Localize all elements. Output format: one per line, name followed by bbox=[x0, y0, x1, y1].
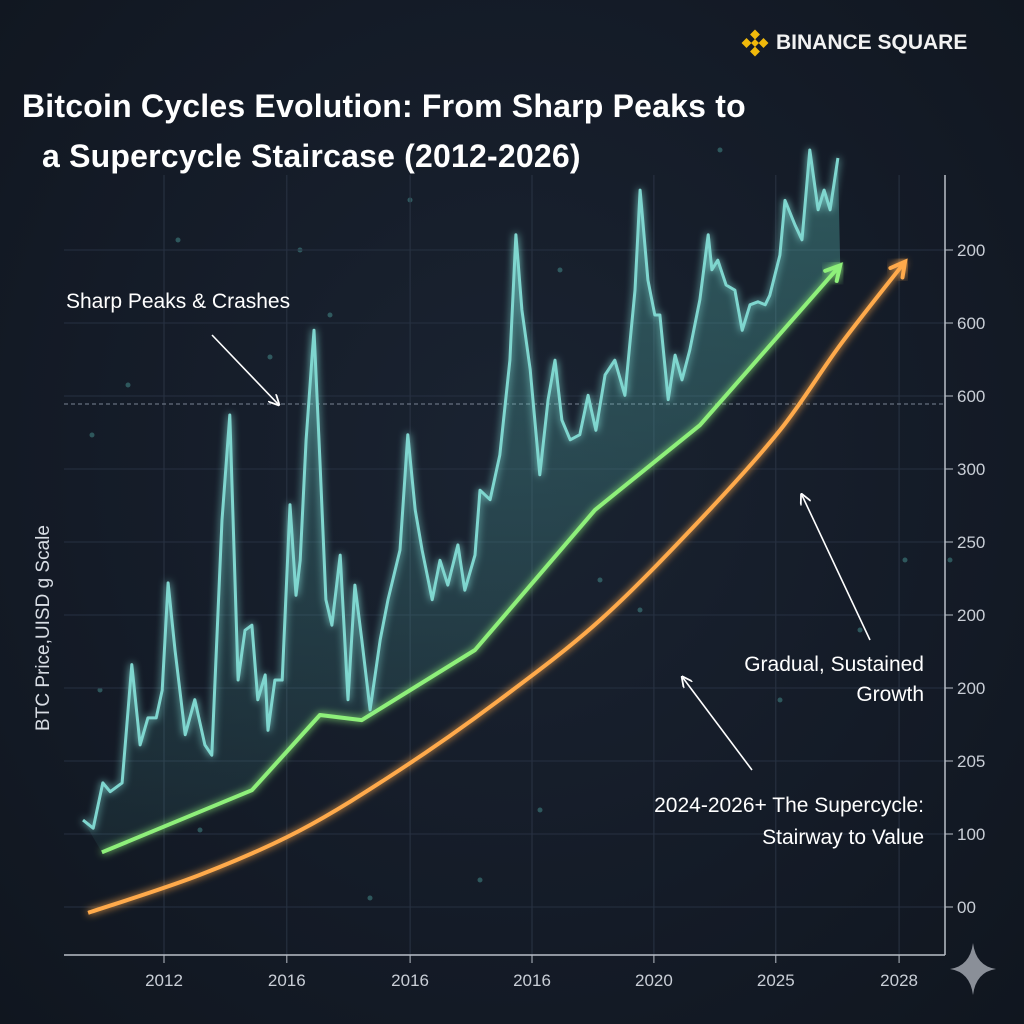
supercycle-arrowhead bbox=[888, 258, 908, 280]
price-line bbox=[82, 148, 840, 830]
background-dot bbox=[947, 557, 953, 563]
background-dot bbox=[267, 354, 273, 360]
annotation-line: 2024-2026+ The Supercycle: bbox=[654, 794, 924, 817]
background-dot bbox=[327, 312, 333, 318]
annotation-arrow-supercycle bbox=[683, 678, 753, 771]
x-tick-label: 2025 bbox=[757, 971, 795, 990]
y-tick-label: 600 bbox=[957, 387, 985, 406]
annotation-line: Gradual, Sustained bbox=[744, 653, 924, 676]
annotation-gradual-growth: Gradual, Sustained Growth bbox=[744, 650, 924, 710]
background-dot bbox=[97, 687, 103, 693]
y-axis-label: BTC Price,UISD g Scale bbox=[33, 525, 54, 731]
y-tick-label: 205 bbox=[957, 752, 985, 771]
x-tick-label: 2028 bbox=[880, 971, 918, 990]
y-tick-label: 00 bbox=[957, 898, 976, 917]
logo-text: BINANCE SQUARE bbox=[776, 31, 968, 54]
chart-title-line-2: a Supercycle Staircase (2012-2026) bbox=[42, 138, 581, 174]
price-area-fill bbox=[83, 150, 841, 853]
annotation-sharp-peaks: Sharp Peaks & Crashes bbox=[66, 290, 290, 314]
x-tick-label: 2012 bbox=[145, 971, 183, 990]
supercycle-curve bbox=[87, 260, 907, 915]
x-tick-label: 2016 bbox=[268, 971, 306, 990]
y-tick-label: 100 bbox=[957, 825, 985, 844]
background-dot bbox=[477, 877, 483, 883]
background-dot bbox=[777, 697, 783, 703]
annotation-supercycle: 2024-2026+ The Supercycle: Stairway to V… bbox=[654, 790, 924, 854]
background-dot bbox=[175, 237, 181, 243]
background-dot bbox=[597, 577, 603, 583]
x-tick-label: 2016 bbox=[391, 971, 429, 990]
y-tick-label: 250 bbox=[957, 533, 985, 552]
background-dot bbox=[557, 267, 563, 273]
sparkle-icon bbox=[950, 943, 996, 995]
background-dot bbox=[89, 432, 95, 438]
annotation-arrow-sharp bbox=[211, 334, 278, 404]
background-dot bbox=[717, 147, 723, 153]
background-dot bbox=[125, 382, 131, 388]
trend-line bbox=[101, 263, 842, 855]
background-dot bbox=[637, 607, 643, 613]
x-tick-label: 2020 bbox=[635, 971, 673, 990]
background-dot bbox=[197, 827, 203, 833]
annotation-line: Sharp Peaks & Crashes bbox=[66, 290, 291, 313]
annotation-arrow-gradual bbox=[802, 495, 871, 641]
chart-title-line-1: Bitcoin Cycles Evolution: From Sharp Pea… bbox=[22, 88, 746, 124]
trend-arrowhead bbox=[823, 262, 843, 283]
annotation-line: Stairway to Value bbox=[762, 826, 924, 849]
y-tick-label: 200 bbox=[957, 606, 985, 625]
y-tick-label: 600 bbox=[957, 314, 985, 333]
y-tick-label: 200 bbox=[957, 679, 985, 698]
background-dot bbox=[537, 807, 543, 813]
y-tick-label: 300 bbox=[957, 460, 985, 479]
background-dot bbox=[367, 895, 373, 901]
x-tick-label: 2016 bbox=[513, 971, 551, 990]
binance-square-logo: BINANCE SQUARE bbox=[740, 28, 967, 58]
background-dot bbox=[857, 627, 863, 633]
annotation-line: Growth bbox=[856, 683, 924, 706]
y-tick-label: 200 bbox=[957, 241, 985, 260]
background-dot bbox=[902, 557, 908, 563]
binance-diamond-icon bbox=[741, 29, 769, 57]
